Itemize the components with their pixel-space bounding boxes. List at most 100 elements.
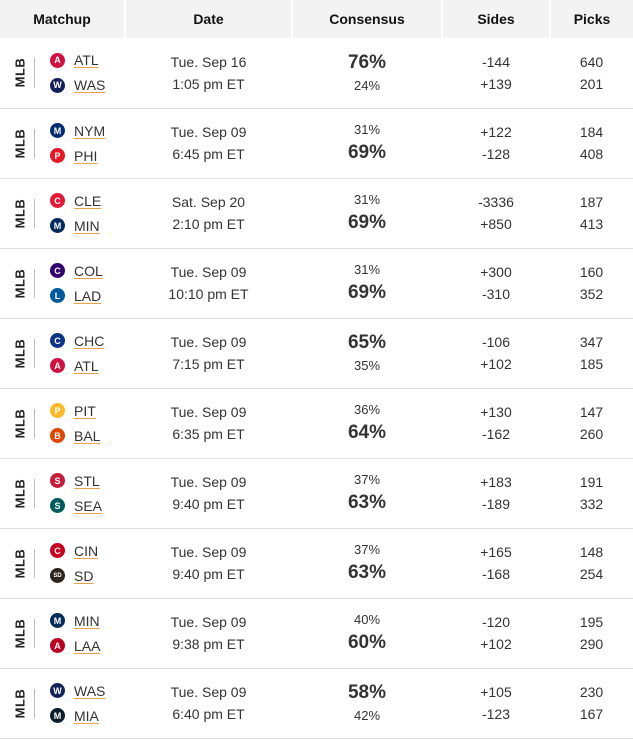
away-picks: 347 [579, 334, 604, 350]
away-team-link[interactable]: PIT [74, 402, 96, 419]
picks-cell: 184 408 [550, 108, 633, 178]
picks-cell: 230 167 [550, 668, 633, 738]
away-side: +130 [480, 404, 512, 420]
home-picks: 185 [579, 356, 604, 372]
home-picks: 290 [579, 636, 604, 652]
league-label: MLB [12, 268, 28, 298]
game-time: 7:15 pm ET [172, 356, 245, 372]
header-matchup[interactable]: Matchup [0, 0, 126, 38]
game-time: 1:05 pm ET [172, 75, 245, 92]
sides-cell: +122 -128 [442, 108, 550, 178]
away-team-link[interactable]: MIN [74, 612, 100, 629]
away-team-link[interactable]: ATL [74, 52, 99, 69]
away-team-link[interactable]: CHC [74, 332, 105, 349]
consensus-cell: 37% 63% [292, 528, 442, 598]
consensus-cell: 31% 69% [292, 248, 442, 318]
team-list: C COL L LAD [50, 262, 125, 305]
home-team: L LAD [50, 287, 125, 305]
table-row[interactable]: MLB S STL S SEA Tue. Sep 09 9:40 pm ET 3… [0, 458, 633, 528]
table-row[interactable]: MLB C CIN SD SD Tue. Sep 09 9:40 pm ET 3… [0, 528, 633, 598]
away-team-link[interactable]: COL [74, 262, 103, 279]
home-team-link[interactable]: MIN [74, 217, 100, 234]
game-time: 6:35 pm ET [172, 426, 245, 442]
home-team-link[interactable]: BAL [74, 427, 101, 444]
away-consensus: 37% [353, 472, 381, 487]
consensus-cell: 40% 60% [292, 598, 442, 668]
away-team: C COL [50, 262, 125, 280]
away-team-link[interactable]: CLE [74, 192, 102, 209]
header-consensus[interactable]: Consensus [292, 0, 443, 38]
home-team-link[interactable]: SEA [74, 497, 103, 514]
away-team-link[interactable]: NYM [74, 122, 106, 139]
table-row[interactable]: MLB C COL L LAD Tue. Sep 09 10:10 pm ET … [0, 248, 633, 318]
home-team: M MIN [50, 217, 125, 235]
home-picks: 254 [579, 566, 604, 582]
team-list: C CHC A ATL [50, 332, 125, 375]
matchup-cell: MLB A ATL W WAS [0, 38, 125, 108]
away-team: M MIN [50, 612, 125, 630]
table-row[interactable]: MLB A ATL W WAS Tue. Sep 16 1:05 pm ET 7… [0, 38, 633, 108]
home-picks: 408 [579, 146, 604, 162]
table-row[interactable]: MLB C CLE M MIN Sat. Sep 20 2:10 pm ET 3… [0, 178, 633, 248]
home-consensus: 42% [353, 708, 381, 723]
date-cell: Tue. Sep 09 6:45 pm ET [125, 108, 292, 178]
reds-logo-icon: C [50, 543, 65, 558]
home-consensus: 69% [347, 212, 387, 233]
table-row[interactable]: MLB M MIN A LAA Tue. Sep 09 9:38 pm ET 4… [0, 598, 633, 668]
away-consensus: 37% [353, 542, 381, 557]
home-team-link[interactable]: PHI [74, 147, 98, 164]
date-cell: Tue. Sep 09 7:15 pm ET [125, 318, 292, 388]
league-divider [34, 198, 35, 228]
table-row[interactable]: MLB C CHC A ATL Tue. Sep 09 7:15 pm ET 6… [0, 318, 633, 388]
league-divider [34, 268, 35, 298]
orioles-logo-icon: B [50, 428, 65, 443]
home-side: +850 [480, 216, 512, 232]
braves-logo-icon: A [50, 358, 65, 373]
matchup-cell: MLB C COL L LAD [0, 248, 125, 318]
table-header-row: Matchup Date Consensus Sides Picks [0, 0, 633, 38]
home-team-link[interactable]: LAD [74, 287, 102, 304]
away-team-link[interactable]: CIN [74, 542, 99, 559]
away-team: S STL [50, 472, 125, 490]
sides-cell: +105 -123 [442, 668, 550, 738]
home-team-link[interactable]: LAA [74, 637, 101, 654]
picks-cell: 187 413 [550, 178, 633, 248]
header-date[interactable]: Date [125, 0, 293, 38]
header-sides[interactable]: Sides [442, 0, 551, 38]
league-label: MLB [12, 128, 28, 158]
matchup-cell: MLB W WAS M MIA [0, 668, 125, 738]
consensus-cell: 31% 69% [292, 108, 442, 178]
home-picks: 413 [579, 216, 604, 232]
home-team-link[interactable]: SD [74, 567, 94, 584]
home-side: +102 [480, 636, 512, 652]
table-row[interactable]: MLB P PIT B BAL Tue. Sep 09 6:35 pm ET 3… [0, 388, 633, 458]
braves-logo-icon: A [50, 52, 65, 68]
header-picks[interactable]: Picks [550, 0, 633, 38]
matchup-cell: MLB M NYM P PHI [0, 108, 125, 178]
away-side: +105 [480, 684, 512, 700]
game-date: Tue. Sep 09 [170, 404, 247, 420]
game-date: Tue. Sep 09 [170, 334, 247, 350]
home-team-link[interactable]: WAS [74, 77, 106, 94]
away-team: C CIN [50, 542, 125, 560]
table-row[interactable]: MLB W WAS M MIA Tue. Sep 09 6:40 pm ET 5… [0, 668, 633, 738]
away-picks: 230 [579, 684, 604, 700]
home-consensus: 60% [347, 632, 387, 653]
away-picks: 640 [579, 53, 604, 70]
away-side: +183 [480, 474, 512, 490]
home-consensus: 69% [347, 282, 387, 303]
home-team-link[interactable]: ATL [74, 357, 99, 374]
away-team-link[interactable]: STL [74, 472, 100, 489]
game-date: Tue. Sep 09 [170, 684, 247, 700]
home-team-link[interactable]: MIA [74, 707, 99, 724]
league-divider [34, 688, 35, 718]
away-team: W WAS [50, 682, 125, 700]
away-team-link[interactable]: WAS [74, 682, 106, 699]
sides-cell: -120 +102 [442, 598, 550, 668]
table-row[interactable]: MLB M NYM P PHI Tue. Sep 09 6:45 pm ET 3… [0, 108, 633, 178]
home-side: +139 [480, 75, 512, 92]
away-picks: 184 [579, 124, 604, 140]
home-team: S SEA [50, 497, 125, 515]
home-side: -162 [481, 426, 511, 442]
